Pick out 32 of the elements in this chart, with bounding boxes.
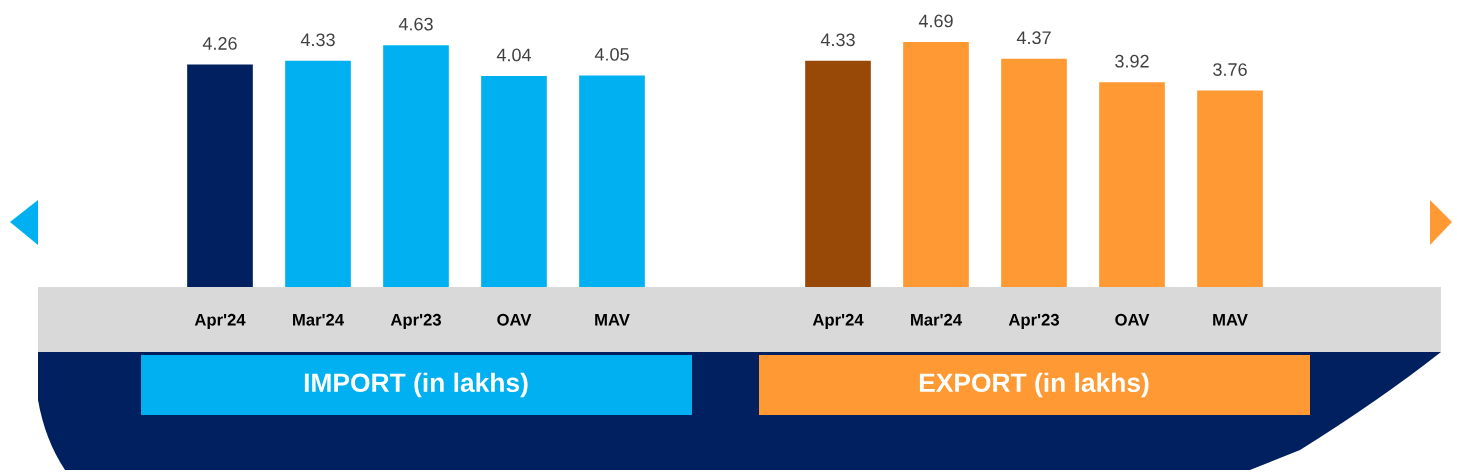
data-label: 4.05 — [594, 48, 629, 61]
x-tick-label: OAV — [1115, 313, 1150, 326]
data-label: 4.33 — [300, 33, 335, 47]
bar — [285, 60, 351, 287]
bar — [1197, 90, 1263, 287]
x-tick-label: Mar'24 — [911, 313, 962, 326]
data-label: 3.92 — [1115, 54, 1149, 68]
data-label: 4.69 — [918, 14, 953, 28]
bar — [187, 64, 253, 287]
bar — [481, 75, 547, 287]
x-tick-label: Apr'24 — [194, 313, 246, 329]
bar — [1099, 82, 1165, 287]
data-label: 4.37 — [1016, 31, 1051, 45]
x-tick-label: Apr'24 — [812, 313, 864, 329]
x-axis-title: EXPORT (in lakhs) — [919, 372, 1149, 398]
x-tick-label: OAV — [497, 313, 532, 326]
data-label: 4.63 — [398, 17, 433, 31]
x-axis-title: IMPORT (in lakhs) — [304, 372, 528, 398]
bar — [1001, 58, 1067, 287]
bar — [383, 45, 449, 287]
x-tick-label: MAV — [1213, 314, 1248, 326]
bar — [903, 42, 969, 287]
data-label: 4.33 — [820, 33, 855, 47]
x-tick-label: Apr'23 — [390, 313, 441, 329]
x-tick-label: MAV — [595, 314, 630, 326]
data-label: 4.26 — [202, 37, 237, 50]
data-label: 4.04 — [496, 48, 532, 62]
bar — [805, 60, 871, 287]
data-label: 3.76 — [1213, 63, 1247, 76]
x-tick-label: Mar'24 — [293, 313, 344, 326]
x-tick-label: Apr'23 — [1008, 313, 1059, 329]
bar — [579, 75, 645, 287]
